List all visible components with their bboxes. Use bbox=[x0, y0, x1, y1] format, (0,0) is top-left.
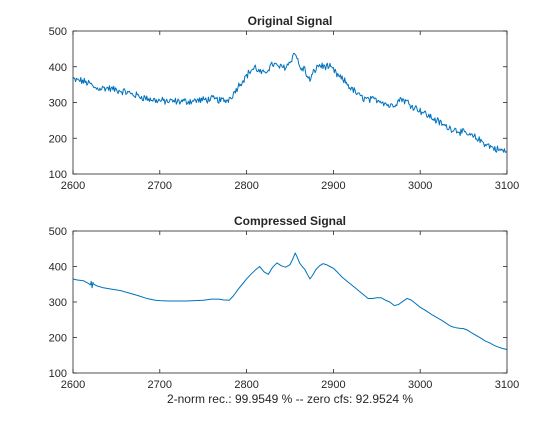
x-tick-label: 2800 bbox=[234, 379, 258, 391]
x-tick-label: 2900 bbox=[321, 379, 345, 391]
chart-title: Compressed Signal bbox=[234, 214, 346, 228]
x-tick-label: 2900 bbox=[321, 180, 345, 192]
x-axis-label: 2-norm rec.: 99.9549 % -- zero cfs: 92.9… bbox=[167, 392, 413, 406]
y-tick-label: 500 bbox=[49, 226, 67, 238]
y-tick-label: 200 bbox=[49, 333, 67, 345]
plot-area bbox=[73, 31, 507, 174]
series-line bbox=[73, 52, 507, 153]
axes-original-signal: 2600 2700 2800 2900 3000 3100 100 200 300 400 500 O… bbox=[49, 14, 520, 192]
y-tick-label: 100 bbox=[49, 368, 67, 380]
axes-compressed-signal: 2600 2700 2800 2900 3000 3100 100 200 300 400 500 C… bbox=[49, 214, 520, 406]
x-tick-label: 2800 bbox=[234, 180, 258, 192]
x-tick-label: 2600 bbox=[61, 379, 85, 391]
x-tick-label: 3100 bbox=[495, 379, 519, 391]
x-tick-label: 3100 bbox=[495, 180, 519, 192]
y-tick-label: 100 bbox=[49, 169, 67, 181]
y-tick-label: 300 bbox=[49, 297, 67, 309]
y-tick-label: 200 bbox=[49, 133, 67, 145]
y-tick-label: 500 bbox=[49, 26, 67, 38]
y-tick-label: 300 bbox=[49, 98, 67, 110]
chart-title: Original Signal bbox=[248, 14, 333, 28]
plot-area bbox=[73, 231, 507, 373]
y-tick-label: 400 bbox=[49, 262, 67, 274]
x-tick-label: 2700 bbox=[148, 180, 172, 192]
x-tick-label: 3000 bbox=[408, 180, 432, 192]
series-line bbox=[73, 252, 507, 351]
y-tick-label: 400 bbox=[49, 62, 67, 74]
x-tick-label: 2600 bbox=[61, 180, 85, 192]
x-tick-label: 2700 bbox=[148, 379, 172, 391]
x-tick-label: 3000 bbox=[408, 379, 432, 391]
